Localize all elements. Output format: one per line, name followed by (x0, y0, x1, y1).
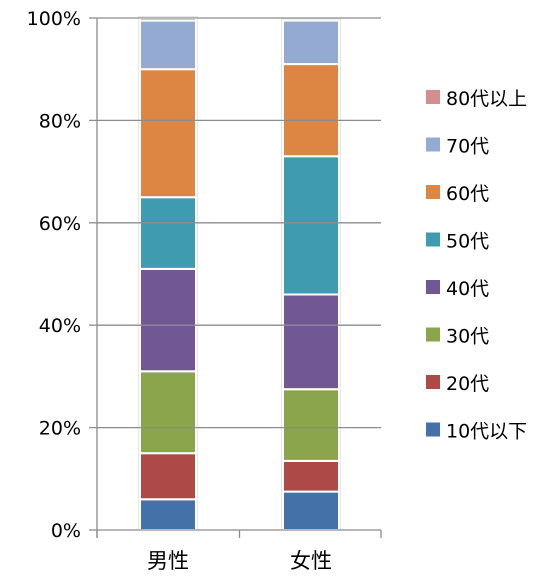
legend-swatch (426, 232, 440, 247)
legend-swatch (426, 137, 440, 152)
y-tick-label: 60% (39, 213, 81, 235)
y-tick-label: 100% (27, 8, 81, 30)
y-tick-label: 80% (39, 110, 81, 132)
bar-segment-series-0 (282, 490, 340, 532)
bar-segment-series-5 (282, 63, 340, 158)
legend-label: 10代以下 (446, 421, 527, 443)
bar-segment-series-6 (139, 19, 197, 71)
bar-segment-series-3 (282, 293, 340, 391)
bar-segment-series-1 (282, 459, 340, 493)
legend-swatch (426, 90, 440, 104)
bar-segment-series-3 (139, 267, 197, 373)
x-category-label: 女性 (290, 549, 332, 573)
legend-label: 20代 (446, 373, 489, 395)
legend-label: 80代以上 (446, 88, 527, 110)
legend-swatch (426, 327, 440, 342)
bars-layer (138, 16, 341, 532)
legend-label: 60代 (446, 183, 489, 205)
bar-segment-series-1 (139, 452, 197, 501)
legend: 80代以上 70代 60代 50代 40代 30代 20代 10代以下 (426, 88, 527, 443)
y-tick-label: 0% (51, 520, 81, 542)
bar-segment-series-6 (282, 19, 340, 66)
x-category-label: 男性 (147, 549, 189, 573)
legend-label: 70代 (446, 136, 489, 158)
bar-segment-series-2 (139, 370, 197, 455)
bar-segment-series-0 (139, 498, 197, 531)
legend-swatch (426, 422, 440, 437)
y-tick-label: 20% (39, 418, 81, 440)
legend-swatch (426, 185, 440, 199)
bar-segment-series-4 (282, 155, 340, 296)
legend-label: 30代 (446, 326, 489, 348)
legend-swatch (426, 280, 440, 294)
legend-label: 50代 (446, 231, 489, 253)
bar-segment-series-5 (139, 68, 197, 199)
axes-layer: 0% 20% 40% 60% 80% 100% 男性 女性 (27, 8, 382, 573)
bar-segment-series-4 (139, 196, 197, 270)
y-tick-label: 40% (39, 315, 81, 337)
legend-label: 40代 (446, 278, 489, 300)
legend-swatch (426, 375, 440, 389)
bar-segment-series-2 (282, 388, 340, 462)
